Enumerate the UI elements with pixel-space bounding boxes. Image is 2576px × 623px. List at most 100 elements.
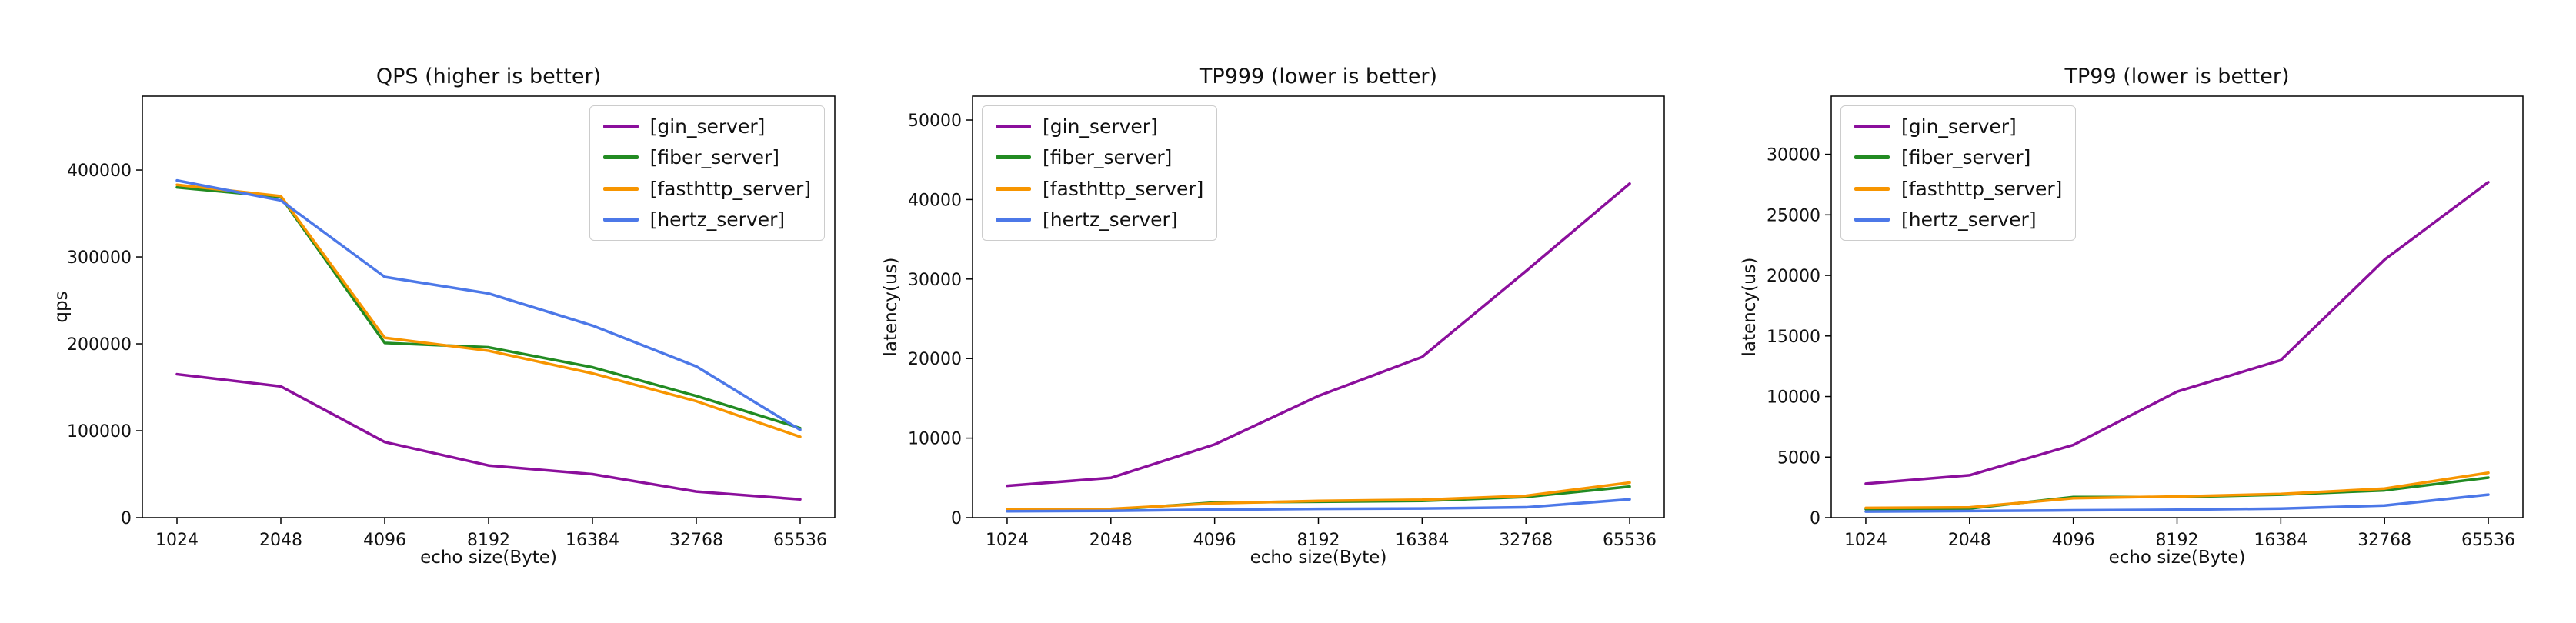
series-line-fasthttp_server xyxy=(175,183,802,438)
chart-title: TP999 (lower is better) xyxy=(1199,65,1438,88)
x-tick-label: 8192 xyxy=(2156,531,2199,550)
legend-item-label: [fiber_server] xyxy=(1043,146,1173,169)
legend-line-swatch xyxy=(1854,155,1890,160)
legend-item-label: [hertz_server] xyxy=(1043,208,1178,231)
legend-item-label: [fasthttp_server] xyxy=(1043,177,1204,200)
x-axis-label: echo size(Byte) xyxy=(2108,548,2246,568)
y-tick-label: 30000 xyxy=(1767,146,1820,165)
legend: [gin_server] [fiber_server] [fasthttp_se… xyxy=(1840,105,2077,241)
legend-item-hertz-server: [hertz_server] xyxy=(1854,208,2062,232)
x-tick-label: 32768 xyxy=(669,531,723,550)
y-tick-label: 200000 xyxy=(67,335,132,355)
y-tick-label: 15000 xyxy=(1767,328,1820,347)
chart-title: QPS (higher is better) xyxy=(375,65,602,88)
y-axis-label: latency(us) xyxy=(1740,257,1760,357)
y-tick-label: 400000 xyxy=(67,162,132,181)
axes-spines xyxy=(1830,95,2524,518)
legend-line-swatch xyxy=(996,217,1031,222)
legend-line-swatch xyxy=(1854,217,1890,222)
chart-panel-tp999: 0 10000 20000 30000 40000 50000 1024 2048 4096 81… xyxy=(859,0,1717,623)
x-tick-label: 65536 xyxy=(773,531,827,550)
x-tick-label: 1024 xyxy=(986,531,1029,550)
y-tick-label: 50000 xyxy=(908,112,962,131)
y-tick-label: 0 xyxy=(951,509,962,528)
legend-line-swatch xyxy=(1854,186,1890,191)
y-tick-label: 300000 xyxy=(67,248,132,268)
y-axis-label: qps xyxy=(52,291,72,323)
y-tick-label: 20000 xyxy=(908,350,962,369)
x-tick-label: 2048 xyxy=(1089,531,1133,550)
legend-line-swatch xyxy=(602,155,639,160)
y-tick-label: 20000 xyxy=(1767,267,1820,286)
x-tick-label: 4096 xyxy=(2052,531,2095,550)
y-tick-label: 10000 xyxy=(908,430,962,449)
legend-line-swatch xyxy=(602,125,639,129)
x-tick-label: 32768 xyxy=(2357,531,2411,550)
x-tick-label: 16384 xyxy=(1395,531,1449,550)
legend-item-label: [fasthttp_server] xyxy=(1901,177,2063,200)
legend-item-fiber-server: [fiber_server] xyxy=(996,145,1203,169)
y-axis-label: latency(us) xyxy=(881,257,901,357)
y-tick-label: 10000 xyxy=(1767,388,1820,408)
chart-title: TP99 (lower is better) xyxy=(2064,65,2290,88)
y-tick-label: 100000 xyxy=(67,422,132,441)
x-tick-label: 32768 xyxy=(1499,531,1553,550)
plot-area-tp99: 0 5000 10000 15000 20000 25000 30000 1024 2048 40… xyxy=(1767,95,2524,550)
legend-item-label: [fasthttp_server] xyxy=(649,177,811,200)
series-line-gin_server xyxy=(1006,182,1631,488)
legend-item-fiber-server: [fiber_server] xyxy=(602,145,811,169)
x-tick-label: 1024 xyxy=(1844,531,1887,550)
legend-item-gin-server: [gin_server] xyxy=(602,115,811,138)
legend-item-fiber-server: [fiber_server] xyxy=(1854,145,2062,169)
y-tick-label: 0 xyxy=(1810,509,1820,528)
legend-line-swatch xyxy=(996,186,1031,191)
x-tick-label: 4096 xyxy=(363,531,406,550)
series-line-hertz_server xyxy=(1006,498,1631,513)
legend-line-swatch xyxy=(996,155,1031,160)
x-tick-label: 8192 xyxy=(1297,531,1340,550)
axes-spines xyxy=(142,95,836,518)
legend-item-label: [hertz_server] xyxy=(649,208,786,231)
legend-item-label: [fiber_server] xyxy=(649,146,779,169)
series-line-hertz_server xyxy=(175,178,802,431)
y-tick-label: 0 xyxy=(121,509,132,528)
x-tick-label: 8192 xyxy=(467,531,510,550)
legend-item-fasthttp-server: [fasthttp_server] xyxy=(996,177,1203,201)
plot-area-qps: 0 100000 200000 300000 400000 1024 2048 4096 819… xyxy=(67,95,836,550)
x-tick-label: 1024 xyxy=(155,531,199,550)
chart-panel-qps: 0 100000 200000 300000 400000 1024 2048 4096 819… xyxy=(0,0,859,623)
series-line-hertz_server xyxy=(1864,493,2490,513)
series-line-gin_server xyxy=(1864,181,2490,485)
legend-item-gin-server: [gin_server] xyxy=(996,115,1203,138)
legend-item-fasthttp-server: [fasthttp_server] xyxy=(1854,177,2062,201)
y-tick-label: 25000 xyxy=(1767,206,1820,225)
legend-item-gin-server: [gin_server] xyxy=(1854,115,2062,138)
legend-line-swatch xyxy=(602,186,639,191)
legend-item-label: [hertz_server] xyxy=(1901,208,2037,231)
x-tick-label: 16384 xyxy=(566,531,619,550)
chart-panel-tp99: 0 5000 10000 15000 20000 25000 30000 1024 2048 40… xyxy=(1717,0,2576,623)
legend-line-swatch xyxy=(602,217,639,222)
legend-item-label: [gin_server] xyxy=(1043,115,1158,138)
legend: [gin_server] [fiber_server] [fasthttp_se… xyxy=(982,105,1218,241)
x-tick-label: 65536 xyxy=(1603,531,1657,550)
series-line-fasthttp_server xyxy=(1006,481,1631,511)
y-tick-label: 5000 xyxy=(1777,448,1820,468)
y-tick-label: 40000 xyxy=(908,191,962,210)
x-axis-label: echo size(Byte) xyxy=(1250,548,1387,568)
legend-item-hertz-server: [hertz_server] xyxy=(602,208,811,232)
legend: [gin_server] [fiber_server] [fasthttp_se… xyxy=(589,105,825,241)
x-tick-label: 2048 xyxy=(1948,531,1991,550)
legend-item-label: [gin_server] xyxy=(649,115,766,138)
legend-line-swatch xyxy=(996,125,1031,129)
x-tick-label: 4096 xyxy=(1193,531,1236,550)
legend-item-label: [fiber_server] xyxy=(1901,146,2031,169)
x-tick-label: 16384 xyxy=(2254,531,2307,550)
y-tick-label: 30000 xyxy=(908,271,962,290)
series-line-gin_server xyxy=(175,372,802,501)
legend-item-fasthttp-server: [fasthttp_server] xyxy=(602,177,811,201)
legend-line-swatch xyxy=(1854,125,1890,129)
x-tick-label: 65536 xyxy=(2461,531,2515,550)
legend-item-hertz-server: [hertz_server] xyxy=(996,208,1203,232)
